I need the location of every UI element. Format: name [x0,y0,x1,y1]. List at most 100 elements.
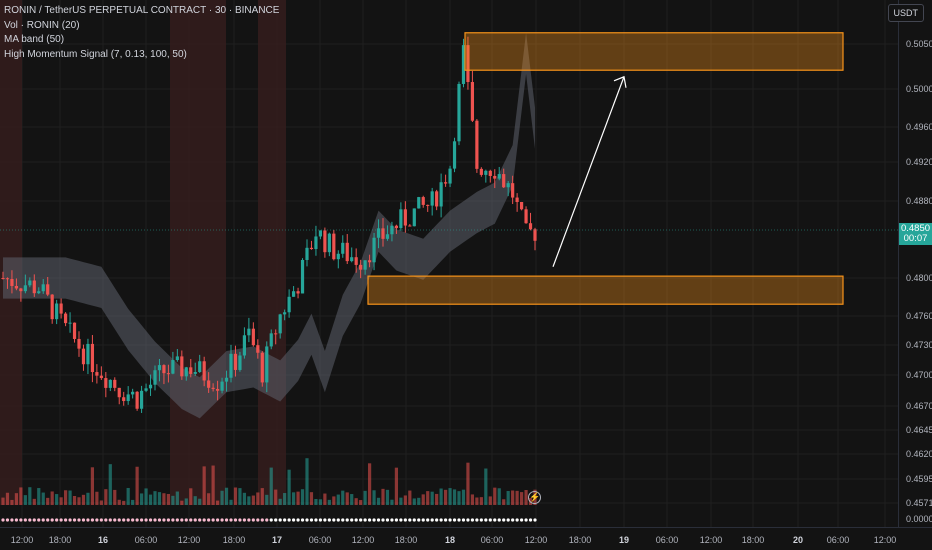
signal-dot [28,518,32,522]
signal-dot [233,518,238,522]
projection-arrow[interactable] [552,75,627,267]
volume-bar [376,497,381,505]
candle-body [117,387,121,398]
time-tick-label: 06:00 [827,535,850,545]
candle-body [359,264,363,270]
price-axis[interactable]: 0.5050 0.5000 0.4960 0.4920 0.4880 0.4800 0.47… [906,39,932,524]
volume-bar [14,493,19,505]
signal-dot [99,518,103,522]
volume-bar [519,492,524,505]
volume-bar [412,498,416,505]
candle-body [265,346,269,383]
signal-dot [519,518,524,522]
signal-dot [175,518,179,522]
last-price-value: 0.4850 [900,223,931,234]
signal-dot [50,518,54,522]
candle-body [488,170,492,176]
volume-bar [139,493,144,505]
target-zone [464,32,844,71]
volume-bar [220,490,224,505]
candle-body [23,285,27,292]
candle-body [233,353,238,370]
volume-bar [153,491,157,505]
candle-body [81,348,86,365]
price-tick-label: 0.4760 [906,311,932,321]
time-tick-label: 12:00 [178,535,201,545]
signal-dot [412,518,416,522]
time-tick-label: 17 [272,535,282,545]
candle-body [350,257,354,262]
session-highlight [258,0,286,505]
momentum-indicator[interactable]: High Momentum Signal (7, 0.13, 100, 50) [4,48,187,60]
volume-bar [278,498,282,505]
signal-dot [372,518,376,522]
volume-bar [448,488,452,505]
price-tick-label: 0.4670 [906,401,932,411]
signal-dot [359,518,363,522]
volume-bar [390,499,394,505]
volume-bar [28,487,32,505]
candle-body [274,333,278,335]
volume-bar [189,488,193,505]
volume-bar [381,488,385,505]
signal-dot [215,518,220,522]
volume-bar [452,489,457,505]
signal-dot [309,518,314,522]
volume-bar [233,487,238,505]
signal-dot [484,518,488,522]
time-tick-label: 18:00 [49,535,72,545]
signal-dot [238,518,242,522]
volume-bar [461,489,466,505]
signal-dot [421,518,425,522]
volume-bar [274,489,278,505]
volume-bar [435,493,439,505]
volume-bar [162,493,166,505]
signal-dot [224,518,229,522]
volume-bar [242,492,247,505]
time-axis[interactable]: 12:00 18:00 16 06:00 12:00 18:00 17 06:00 12:00 1… [11,535,897,545]
signal-dot [211,518,215,522]
signal-dot [166,518,171,522]
signal-dot [461,518,466,522]
signal-dot [184,518,188,522]
candle-body [448,168,452,184]
signal-dots [1,518,537,522]
signal-dot [220,518,224,522]
signal-dot [269,518,273,522]
candle-body [305,247,309,261]
volume-bar [193,496,197,505]
volume-bar [72,495,77,505]
candle-body [207,380,211,388]
candle-body [63,313,68,324]
signal-dot [157,518,162,522]
volume-bar [359,500,363,505]
lightning-icon[interactable]: ⚡ [528,491,541,504]
candle-body [287,296,291,313]
support-zone [367,275,844,305]
candle-body [131,391,135,395]
signal-dot [95,518,99,522]
signal-dot [502,518,506,522]
price-tick-label: 0.4920 [906,157,932,167]
volume-bar [314,498,318,505]
zones[interactable] [367,32,844,305]
symbol-title[interactable]: RONIN / TetherUS PERPETUAL CONTRACT · 30… [4,5,280,16]
time-tick-label: 16 [98,535,108,545]
volume-bar [300,489,305,505]
vol-indicator[interactable]: Vol · RONIN (20) [4,19,80,31]
price-tick-label: 0.4620 [906,449,932,459]
candle-body [184,367,188,377]
volume-bar [135,466,139,505]
volume-bar [426,491,430,505]
last-price-tag: 0.4850 00:07 [899,223,932,245]
candle-body [202,361,206,381]
signal-dot [332,518,336,522]
candle-body [50,294,54,320]
ma-band-indicator[interactable]: MA band (50) [4,34,65,45]
time-tick-label: 19 [619,535,629,545]
signal-dot [448,518,452,522]
currency-unit-button[interactable]: USDT [887,4,924,22]
volume-bar [37,488,41,505]
volume-bar [318,499,323,505]
